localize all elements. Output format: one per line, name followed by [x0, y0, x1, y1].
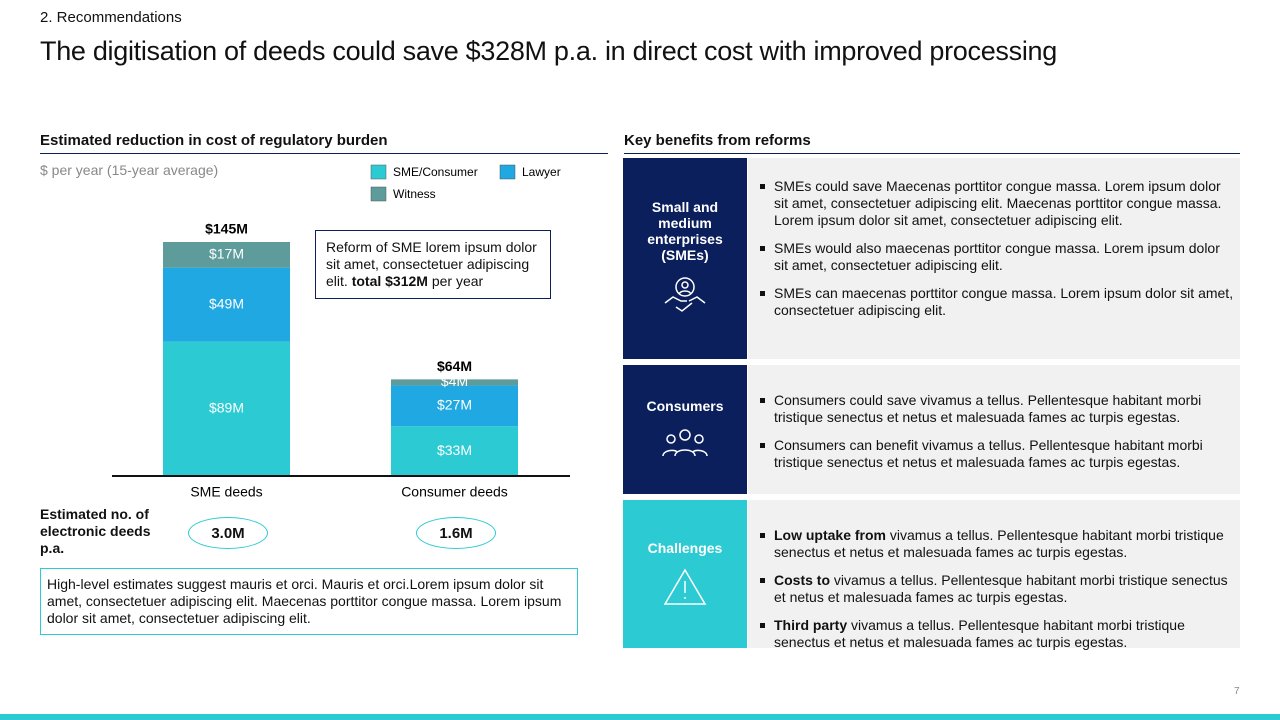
- label-text: Small and medium enterprises (SMEs): [647, 199, 723, 263]
- bar-segment: [391, 426, 518, 476]
- bullet-text: Consumers can benefit vivamus a tellus. …: [774, 437, 1203, 470]
- bullet: Consumers could save vivamus a tellus. P…: [760, 392, 1234, 426]
- legend-label: SME/Consumer: [393, 165, 478, 179]
- rule: [40, 153, 608, 154]
- bar-segment: [163, 242, 290, 268]
- annotation: Reform of SME lorem ipsum dolor sit amet…: [315, 230, 551, 299]
- deeds-label: Estimated no. of electronic deeds p.a.: [40, 506, 151, 556]
- chart: SME/Consumer Lawyer Witness $89M $49M $17M $14…: [112, 164, 570, 500]
- bullet-lead: Costs to: [774, 572, 830, 588]
- value-label: $33M: [437, 442, 472, 458]
- value-label: $4M: [441, 373, 468, 389]
- bar-segment: [163, 341, 290, 476]
- bullet-text: vivamus a tellus. Pellentesque habitant …: [774, 617, 1185, 650]
- rule: [624, 153, 1240, 154]
- bar-segment: [391, 385, 518, 427]
- icon: [660, 426, 710, 461]
- icon: [662, 275, 708, 318]
- bullet-text: vivamus a tellus. Pellentesque habitant …: [774, 527, 1224, 560]
- bullet: SMEs could save Maecenas porttitor congu…: [760, 178, 1234, 229]
- value-label: $89M: [209, 400, 244, 416]
- benefit-row: Small and medium enterprises (SMEs) SMEs …: [623, 158, 1240, 359]
- benefit-row: Challenges Low uptake from vivamus a tell…: [623, 500, 1240, 651]
- x-tick-label: SME deeds: [190, 484, 262, 500]
- label-text: Challenges: [647, 539, 723, 556]
- bullet-lead: Low uptake from: [774, 527, 887, 543]
- benefits-title: Key benefits from reforms: [624, 132, 811, 149]
- benefit-label: Consumers: [623, 365, 747, 494]
- legend-label: Witness: [393, 187, 436, 201]
- title: The digitisation of deeds could save $32…: [40, 36, 1057, 66]
- bullet-text: SMEs can maecenas porttitor congue massa…: [774, 285, 1234, 318]
- bullet: SMEs would also maecenas porttitor congu…: [760, 240, 1234, 274]
- legend-swatch: [370, 186, 387, 202]
- deeds-count: 1.6M: [416, 517, 496, 549]
- bullet-text: SMEs could save Maecenas porttitor congu…: [774, 178, 1222, 228]
- page-number: 7: [1234, 686, 1240, 697]
- value-label: $49M: [209, 295, 244, 311]
- bullet-text: Consumers could save vivamus a tellus. P…: [774, 392, 1202, 425]
- deeds-count: 3.0M: [188, 517, 268, 549]
- total-label: $64M: [437, 358, 472, 374]
- legend-label: Lawyer: [522, 165, 561, 179]
- legend-swatch: [370, 164, 387, 180]
- benefit-row: Consumers Consumers could save vivamus a …: [623, 365, 1240, 494]
- value-label: $27M: [437, 397, 472, 413]
- value-label: $17M: [209, 246, 244, 262]
- chart-subtitle: $ per year (15-year average): [40, 162, 219, 178]
- bullet: Third party vivamus a tellus. Pellentesq…: [760, 617, 1234, 651]
- benefit-body: Consumers could save vivamus a tellus. P…: [748, 365, 1240, 494]
- note: High-level estimates suggest mauris et o…: [40, 568, 578, 635]
- bar-segment: [391, 379, 518, 386]
- benefit-label: Challenges: [623, 500, 747, 648]
- bullet-lead: Third party: [774, 617, 848, 633]
- bar-segment: [163, 267, 290, 342]
- bullet: Consumers can benefit vivamus a tellus. …: [760, 437, 1234, 471]
- bullet-text: SMEs would also maecenas porttitor congu…: [774, 240, 1220, 273]
- bullet-text: vivamus a tellus. Pellentesque habitant …: [774, 572, 1228, 605]
- benefit-body: Low uptake from vivamus a tellus. Pellen…: [748, 500, 1240, 651]
- bullet: SMEs can maecenas porttitor congue massa…: [760, 285, 1234, 319]
- x-tick-label: Consumer deeds: [401, 484, 508, 500]
- benefit-body: SMEs could save Maecenas porttitor congu…: [748, 158, 1240, 359]
- label-text: Consumers: [646, 398, 724, 414]
- benefit-label: Small and medium enterprises (SMEs): [623, 158, 747, 359]
- chart-title: Estimated reduction in cost of regulator…: [40, 132, 388, 149]
- bottom-strip: [0, 714, 1280, 720]
- section: 2. Recommendations: [40, 9, 182, 26]
- bullet: Costs to vivamus a tellus. Pellentesque …: [760, 572, 1234, 606]
- icon: [663, 568, 707, 609]
- legend-swatch: [499, 164, 516, 180]
- total-label: $145M: [205, 221, 248, 237]
- bullet: Low uptake from vivamus a tellus. Pellen…: [760, 527, 1234, 561]
